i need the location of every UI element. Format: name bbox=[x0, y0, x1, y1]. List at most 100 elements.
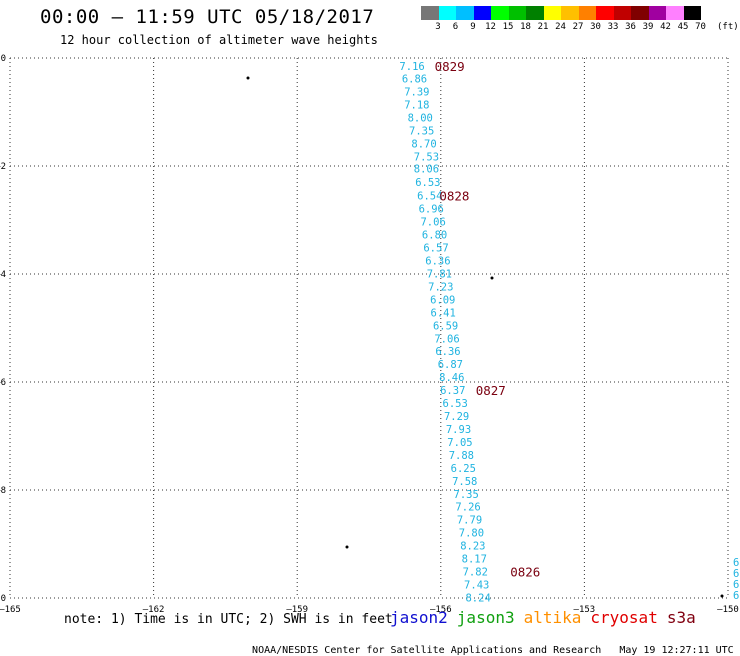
swh-value: 7.39 bbox=[404, 86, 429, 98]
swh-value: 6.59 bbox=[433, 320, 458, 332]
legend-jason2: jason2 bbox=[390, 608, 448, 627]
swh-value: 6. bbox=[733, 568, 740, 580]
legend-jason3: jason3 bbox=[456, 608, 515, 627]
swh-value: 6.36 bbox=[435, 346, 460, 358]
island-marker bbox=[345, 545, 349, 549]
swh-value: 7.23 bbox=[428, 281, 453, 293]
swh-value: 7.93 bbox=[446, 424, 471, 436]
legend-altika: altika bbox=[523, 608, 582, 627]
swh-value: 6.25 bbox=[451, 463, 476, 475]
swh-value: 6.53 bbox=[415, 177, 440, 189]
swh-value: 6.09 bbox=[430, 294, 455, 306]
swh-value: 7.35 bbox=[409, 125, 434, 137]
color-scale-label: 6 bbox=[452, 22, 459, 32]
island-marker bbox=[246, 76, 250, 80]
color-scale-label: 18 bbox=[520, 22, 531, 32]
legend-cryosat: cryosat bbox=[590, 608, 658, 627]
pass-time-label: 0827 bbox=[476, 383, 506, 398]
lat-tick-label: –6 bbox=[0, 378, 6, 388]
swh-value: 7.82 bbox=[463, 567, 488, 579]
pass-time-label: 0826 bbox=[510, 565, 540, 580]
island-marker bbox=[720, 594, 724, 598]
swh-value: 6.2 bbox=[733, 590, 740, 602]
island-marker bbox=[490, 276, 494, 280]
color-swatch bbox=[596, 6, 614, 20]
color-swatch bbox=[666, 6, 684, 20]
color-swatch bbox=[683, 6, 701, 20]
color-swatch bbox=[508, 6, 526, 20]
swh-value: 6.80 bbox=[422, 230, 447, 242]
lon-tick-label: –165 bbox=[0, 605, 21, 615]
swh-value: 7.16 bbox=[399, 61, 424, 73]
pass-time-label: 0829 bbox=[435, 59, 465, 74]
color-scale-labels: 3 6 9 12 15 18 21 24 27 30 33 36 39 42 45 70 (ft) bbox=[421, 22, 740, 34]
swh-value: 7.79 bbox=[457, 515, 482, 527]
color-swatch bbox=[543, 6, 561, 20]
swh-value: 7.58 bbox=[452, 476, 477, 488]
color-swatch bbox=[561, 6, 579, 20]
color-swatch bbox=[631, 6, 649, 20]
color-scale-label: 15 bbox=[502, 22, 514, 32]
color-swatch bbox=[578, 6, 596, 20]
swh-value: 6.57 bbox=[423, 243, 448, 255]
legend-s3a: s3a bbox=[666, 608, 696, 627]
lat-tick-label: –2 bbox=[0, 162, 6, 172]
swh-value: 7.53 bbox=[414, 151, 439, 163]
swh-value: 8.00 bbox=[408, 112, 433, 124]
color-scale-label: 3 bbox=[435, 22, 441, 32]
color-swatch bbox=[473, 6, 491, 20]
swh-value: 7.43 bbox=[464, 580, 489, 592]
lon-tick-label: –153 bbox=[574, 605, 596, 615]
color-scale-bar bbox=[421, 6, 701, 20]
color-scale-label: 33 bbox=[607, 22, 619, 32]
color-scale-label: 45 bbox=[677, 22, 689, 32]
color-scale-label: 36 bbox=[625, 22, 636, 32]
swh-value: 7.80 bbox=[459, 528, 484, 540]
swh-value: 6.41 bbox=[431, 307, 456, 319]
swh-value: 7.26 bbox=[455, 502, 480, 514]
swh-value: 6.53 bbox=[443, 398, 468, 410]
credit-footer: NOAA/NESDIS Center for Satellite Applica… bbox=[240, 634, 740, 656]
color-swatch bbox=[613, 6, 631, 20]
pass-time-label: 0828 bbox=[439, 189, 469, 204]
swh-value: 6.86 bbox=[402, 74, 427, 86]
swh-value: 7.05 bbox=[447, 437, 472, 449]
color-scale-label: 39 bbox=[642, 22, 654, 32]
generated-timestamp: May 19 12:27:11 UTC 2017 bbox=[619, 645, 740, 656]
lon-tick-label: –156 bbox=[430, 605, 452, 615]
color-swatch bbox=[648, 6, 666, 20]
units-note: note: 1) Time is in UTC; 2) SWH is in fe… bbox=[64, 612, 393, 627]
swh-value: 6.37 bbox=[440, 385, 465, 397]
color-scale-label: 24 bbox=[555, 22, 566, 32]
color-swatch bbox=[456, 6, 474, 20]
swh-value: 6.36 bbox=[425, 256, 450, 268]
swh-value: 7.29 bbox=[444, 411, 469, 423]
color-scale-label: 30 bbox=[590, 22, 601, 32]
swh-value: 6. bbox=[733, 579, 740, 591]
lon-tick-label: –159 bbox=[286, 605, 308, 615]
swh-value: 7.35 bbox=[454, 489, 479, 501]
lat-tick-label: 0 bbox=[1, 54, 6, 64]
swh-value: 6.96 bbox=[419, 204, 444, 216]
color-swatch bbox=[421, 6, 439, 20]
swh-value: 6 bbox=[733, 557, 739, 569]
swh-value: 7.18 bbox=[404, 99, 429, 111]
swh-value: 6.87 bbox=[438, 359, 463, 371]
swh-value: 7.88 bbox=[449, 450, 474, 462]
color-swatch bbox=[438, 6, 456, 20]
color-scale-label: 9 bbox=[470, 22, 476, 32]
swh-value: 8.17 bbox=[462, 554, 487, 566]
map-subtitle: 12 hour collection of altimeter wave hei… bbox=[60, 33, 378, 47]
swh-value: 7.06 bbox=[420, 217, 445, 229]
swh-value: 8.24 bbox=[465, 592, 490, 604]
lon-tick-label: –162 bbox=[143, 605, 165, 615]
color-swatch bbox=[526, 6, 544, 20]
swh-value: 7.81 bbox=[427, 268, 452, 280]
lat-tick-label: –4 bbox=[0, 270, 6, 280]
lat-tick-label: –8 bbox=[0, 486, 6, 496]
color-scale-label: 27 bbox=[572, 22, 584, 32]
color-scale-label: 70 bbox=[695, 22, 706, 32]
swh-value: 8.06 bbox=[414, 164, 439, 176]
color-scale-unit: (ft) bbox=[717, 22, 739, 32]
